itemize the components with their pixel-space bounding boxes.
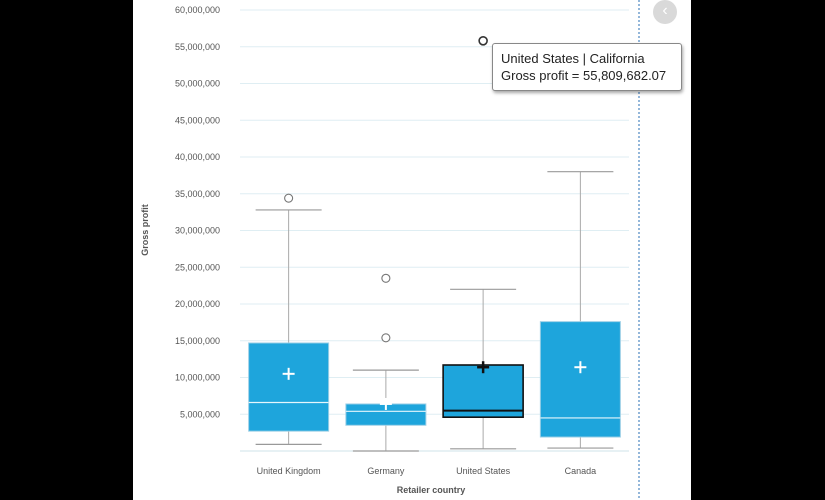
mean-marker: [477, 361, 490, 374]
y-tick-label: 30,000,000: [175, 226, 220, 236]
y-tick-label: 10,000,000: [175, 373, 220, 383]
box-plot-canada: [539, 171, 621, 449]
y-tick-label: 50,000,000: [175, 79, 220, 89]
y-axis-title: Gross profit: [140, 204, 150, 256]
y-tick-label: 55,000,000: [175, 42, 220, 52]
box-iqr: [248, 342, 330, 432]
mean-marker: [574, 361, 587, 374]
x-tick-label: Germany: [367, 466, 405, 476]
box-plot-chart: 5,000,000 10,000,000 15,000,000 20,000,000 2…: [140, 0, 640, 500]
mean-marker: [282, 367, 295, 380]
y-tick-label: 25,000,000: [175, 262, 220, 272]
y-tick-label: 15,000,000: [175, 336, 220, 346]
box-plot-united-states: [442, 35, 524, 450]
y-tick-label: 5,000,000: [180, 409, 220, 419]
x-tick-label: United States: [456, 466, 511, 476]
outlier-point: [381, 273, 391, 283]
y-tick-label: 60,000,000: [175, 5, 220, 15]
y-tick-labels: 5,000,000 10,000,000 15,000,000 20,000,000 2…: [175, 5, 220, 419]
outlier-point: [284, 193, 294, 203]
box-iqr: [442, 364, 524, 418]
mean-marker: [379, 397, 392, 410]
y-tick-label: 45,000,000: [175, 115, 220, 125]
outlier-point: [381, 333, 391, 343]
tooltip-title: United States | California: [501, 51, 645, 66]
x-tick-labels: United Kingdom Germany United States Canada: [257, 466, 597, 476]
x-tick-label: United Kingdom: [257, 466, 321, 476]
tooltip-value: Gross profit = 55,809,682.07: [501, 68, 667, 83]
boxes: [248, 35, 621, 452]
x-axis-title: Retailer country: [397, 485, 466, 495]
y-tick-label: 20,000,000: [175, 299, 220, 309]
chart-panel: 5,000,000 10,000,000 15,000,000 20,000,000 2…: [133, 0, 691, 500]
tooltip: United States | California Gross profit …: [492, 43, 682, 91]
box-plot-united-kingdom: [248, 193, 330, 445]
box-plot-germany: [345, 273, 427, 452]
chevron-left-icon[interactable]: ‹: [653, 0, 677, 24]
box-iqr: [539, 321, 621, 438]
outlier-point: [478, 35, 488, 46]
x-tick-label: Canada: [565, 466, 597, 476]
y-tick-label: 35,000,000: [175, 189, 220, 199]
y-tick-label: 40,000,000: [175, 152, 220, 162]
